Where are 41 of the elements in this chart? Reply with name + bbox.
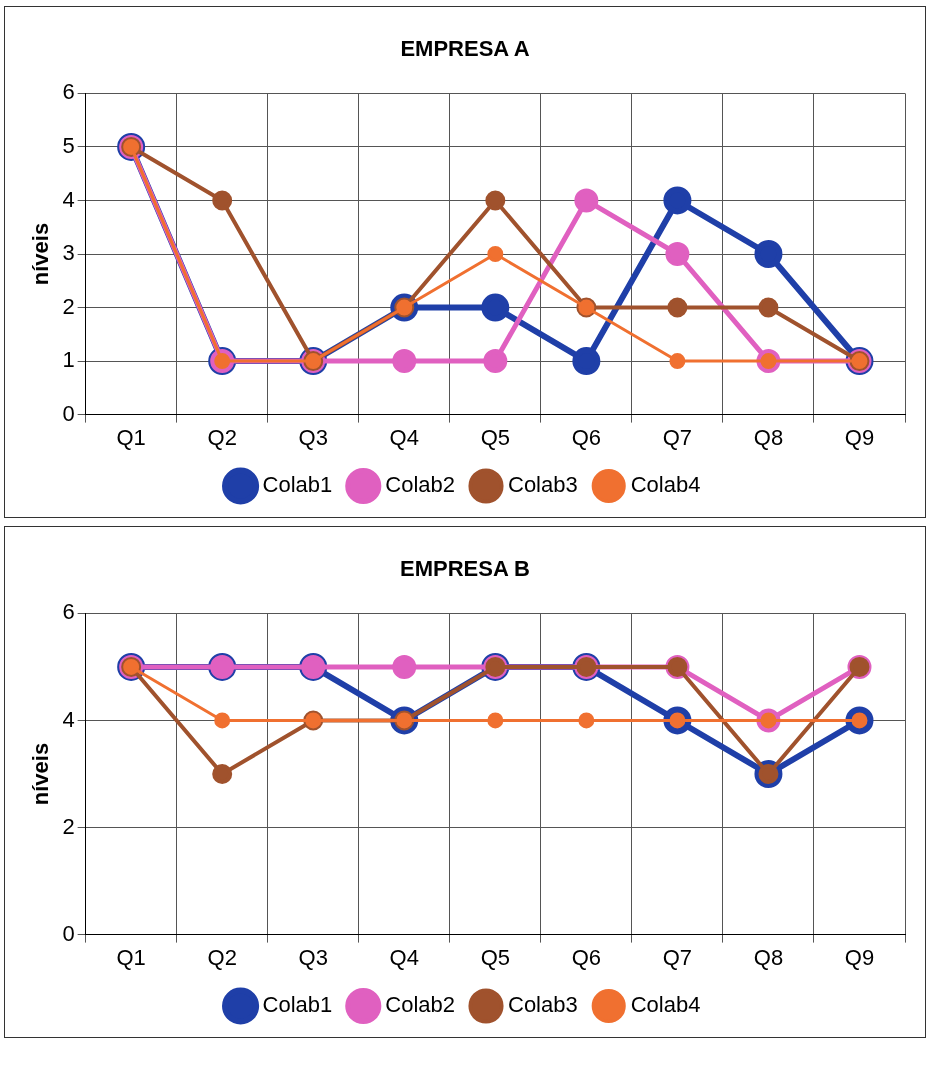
legend-label: Colab2	[385, 992, 455, 1018]
legend-label: Colab3	[508, 472, 578, 498]
legend-label: Colab1	[262, 472, 333, 498]
chart-title: EMPRESA B	[400, 556, 530, 582]
x-tick-label: Q1	[116, 944, 146, 970]
x-tick-label: Q4	[389, 424, 419, 450]
y-tick-label: 1	[62, 347, 75, 373]
legend-label: Colab4	[630, 472, 701, 498]
chart-title: EMPRESA A	[400, 36, 530, 62]
y-tick-label: 5	[62, 133, 75, 158]
y-tick-label: 6	[62, 599, 75, 625]
x-tick-label: Q2	[207, 944, 237, 970]
x-tick-label: Q7	[662, 944, 693, 970]
y-tick-label: 0	[62, 920, 75, 946]
y-axis-title: níveis	[28, 222, 54, 286]
x-tick-label: Q1	[116, 424, 146, 450]
y-axis-title: níveis	[28, 742, 54, 806]
x-tick-label: Q7	[662, 424, 693, 450]
y-tick-label: 4	[62, 706, 75, 732]
x-tick-label: Q3	[298, 424, 328, 450]
legend-label: Colab2	[385, 472, 455, 498]
y-tick-label: 2	[62, 293, 75, 319]
x-tick-label: Q6	[571, 424, 602, 450]
x-tick-label: Q6	[571, 944, 602, 970]
x-tick-label: Q3	[298, 944, 328, 970]
y-tick-label: 0	[62, 400, 75, 426]
x-tick-label: Q2	[207, 424, 237, 450]
y-tick-label: 4	[62, 186, 75, 212]
x-tick-label: Q5	[480, 424, 510, 450]
x-tick-label: Q4	[389, 944, 419, 970]
x-tick-label: Q9	[844, 944, 875, 970]
x-tick-label: Q5	[480, 944, 510, 970]
legend-label: Colab3	[508, 992, 578, 1018]
x-tick-label: Q8	[753, 424, 784, 450]
legend-label: Colab1	[262, 992, 333, 1018]
x-tick-label: Q8	[753, 944, 784, 970]
y-tick-label: 6	[62, 79, 75, 105]
x-tick-label: Q9	[844, 424, 875, 450]
y-tick-label: 2	[62, 813, 75, 839]
legend-label: Colab4	[630, 992, 701, 1018]
y-tick-label: 3	[62, 240, 75, 266]
